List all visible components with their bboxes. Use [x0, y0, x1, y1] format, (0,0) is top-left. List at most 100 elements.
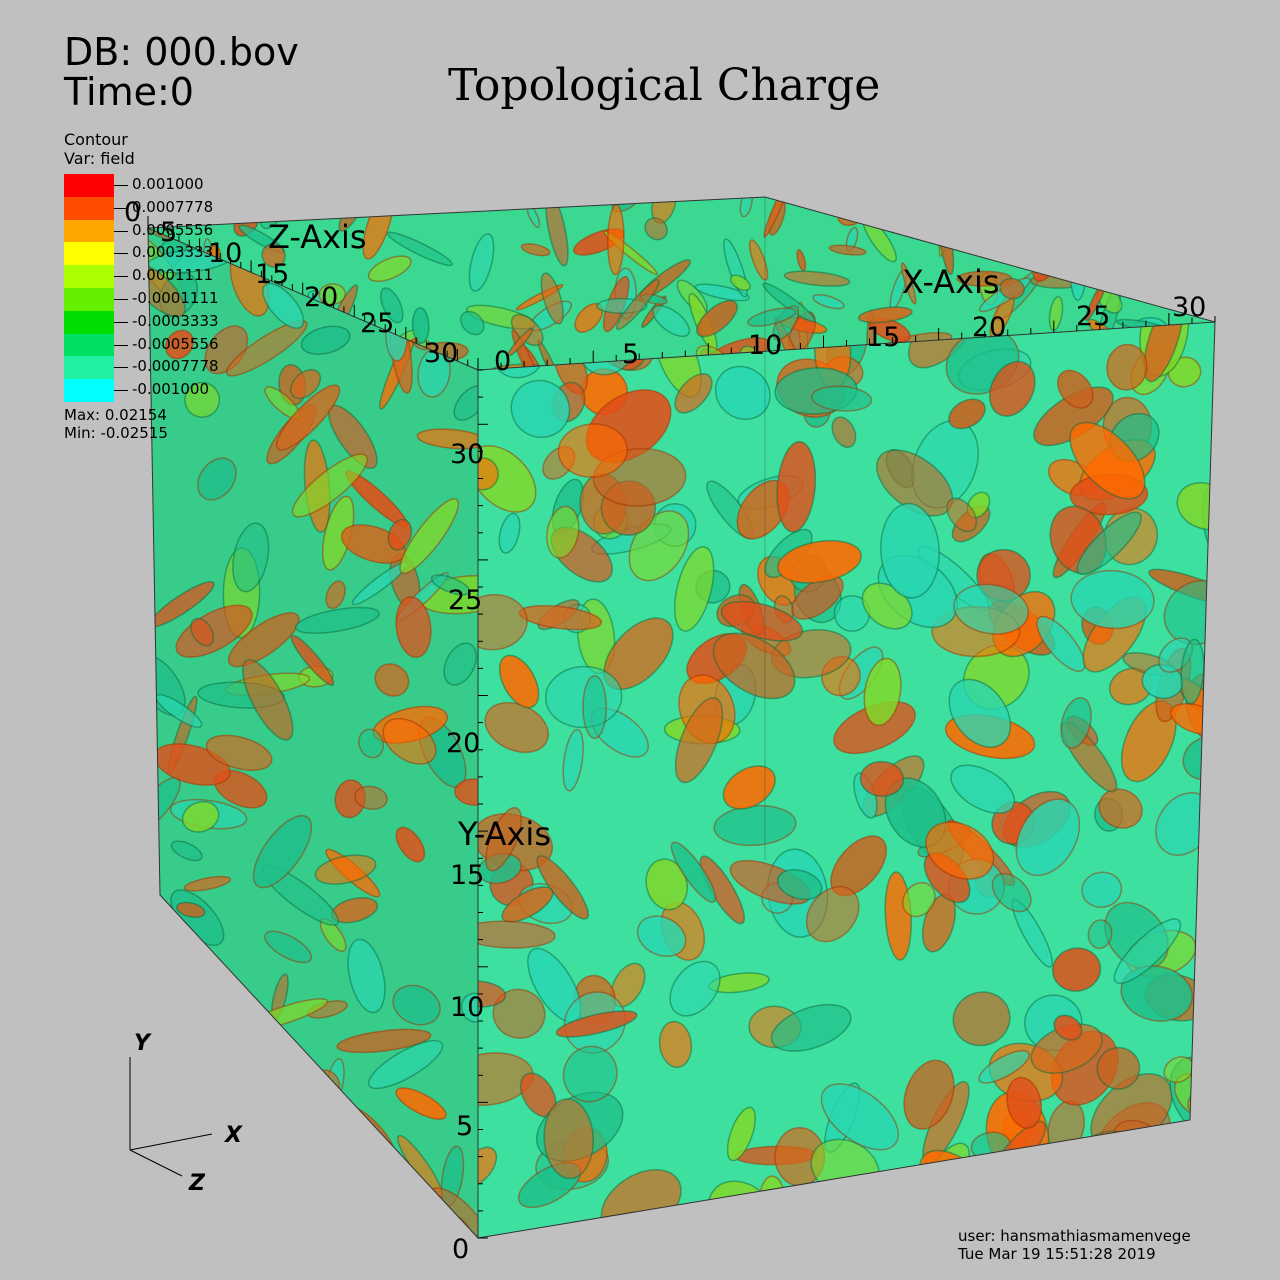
isosurface-blob: [946, 497, 978, 533]
user-info: user: hansmathiasmamenvege Tue Mar 19 15…: [958, 1227, 1191, 1263]
isosurface-blob: [540, 272, 564, 325]
isosurface-blob: [454, 778, 478, 806]
legend-level-value: -0.0003333: [132, 311, 219, 330]
legend-tick: [114, 185, 128, 186]
isosurface-blob: [247, 1139, 285, 1205]
isosurface-blob: [543, 1098, 595, 1180]
z-tick-25: 25: [360, 308, 394, 339]
isosurface-blob: [395, 596, 432, 658]
isosurface-blob: [952, 991, 1011, 1047]
isosurface-blob: [1143, 322, 1184, 383]
isosurface-blob: [946, 197, 1012, 213]
isosurface-blob: [149, 1011, 179, 1050]
isosurface-blob: [367, 1039, 444, 1090]
isosurface-blob: [289, 368, 322, 400]
isosurface-blob: [1107, 219, 1128, 261]
axis-tick-marks: [147, 216, 1216, 1239]
legend-max: Max: 0.02154: [64, 405, 167, 424]
isosurface-blob: [722, 765, 776, 810]
isosurface-blob: [303, 1199, 396, 1238]
isosurface-blob: [1117, 255, 1138, 272]
isosurface-blob: [998, 1155, 1060, 1211]
isosurface-blob: [314, 854, 377, 885]
legend-tick: [114, 230, 128, 232]
isosurface-blob: [347, 938, 386, 1014]
isosurface-blob: [450, 197, 474, 212]
legend-color-swatch: [64, 219, 114, 243]
isosurface-blob: [900, 197, 918, 222]
z-tick-10: 10: [208, 238, 242, 269]
isosurface-blob: [242, 659, 294, 741]
isosurface-blob: [358, 728, 385, 759]
isosurface-blob: [291, 453, 368, 518]
isosurface-blob: [536, 855, 589, 920]
isosurface-blob: [206, 1182, 301, 1210]
contour-surface-front: [478, 322, 1215, 1238]
isosurface-blob: [443, 642, 478, 686]
orientation-triad[interactable]: [129, 1057, 213, 1177]
legend-tick: [114, 276, 128, 278]
isosurface-blob: [770, 1003, 852, 1052]
triad-z-line: [129, 1149, 183, 1177]
isosurface-blob: [459, 310, 485, 336]
isosurface-blob: [274, 1080, 327, 1142]
isosurface-blob: [658, 1020, 693, 1069]
x-tick-15: 15: [866, 322, 900, 353]
isosurface-blob: [615, 278, 660, 331]
isosurface-blob: [1034, 1159, 1064, 1221]
isosurface-blob: [988, 360, 1036, 417]
isosurface-blob: [791, 574, 844, 620]
z-axis-tick-labels: 0 5 10 15 20 25 30: [124, 197, 458, 369]
isosurface-blob: [900, 262, 917, 305]
isosurface-blob: [225, 320, 308, 377]
x-tick-5: 5: [622, 339, 639, 370]
isosurface-blob: [644, 217, 668, 241]
isosurface-blob: [340, 197, 369, 202]
legend-min: Min: -0.02515: [64, 423, 168, 442]
isosurface-blob: [453, 385, 478, 421]
isosurface-blob: [492, 988, 546, 1039]
isosurface-blob: [386, 231, 454, 267]
y-tick-0: 0: [452, 1234, 469, 1265]
x-tick-30: 30: [1172, 292, 1206, 323]
isosurface-blob: [1070, 569, 1155, 630]
isosurface-blob: [217, 1147, 258, 1220]
user-name: user: hansmathiasmamenvege: [958, 1227, 1191, 1245]
isosurface-blob: [148, 262, 186, 318]
isosurface-blob: [863, 657, 902, 727]
x-tick-0: 0: [494, 346, 511, 377]
triad-y-label: Y: [134, 1031, 152, 1056]
legend-color-swatch: [64, 310, 114, 334]
isosurface-blob: [1030, 227, 1066, 246]
isosurface-blob: [520, 243, 551, 257]
legend-level-row: -0.0003333: [64, 310, 264, 334]
isosurface-blob: [468, 233, 495, 292]
y-axis-tick-labels: 0 5 10 15 20 25 30: [446, 439, 484, 1265]
isosurface-blob: [696, 299, 738, 338]
isosurface-blob: [652, 304, 691, 338]
isosurface-blob: [387, 518, 413, 551]
isosurface-blob: [1006, 1076, 1043, 1129]
isosurface-blob: [478, 593, 528, 651]
legend-variable: Var: field: [64, 149, 135, 168]
isosurface-blob: [264, 930, 313, 964]
isosurface-blob: [999, 277, 1025, 300]
legend-level-value: 0.0003333: [132, 243, 214, 262]
isosurface-blob: [318, 283, 347, 306]
legend-level-value: 0.0001111: [132, 266, 214, 285]
isosurface-blob: [150, 1091, 238, 1111]
isosurface-blob: [294, 606, 380, 635]
isosurface-blob: [1057, 369, 1094, 409]
legend-level-value: 0.001000: [132, 175, 204, 193]
database-info: DB: 000.bov Time:0: [64, 32, 299, 112]
isosurface-blob: [831, 416, 857, 448]
z-tick-15: 15: [255, 259, 289, 290]
legend-level-row: -0.0001111: [64, 287, 264, 311]
isosurface-blob: [1113, 918, 1182, 985]
isosurface-blob: [275, 384, 341, 451]
isosurface-blob: [783, 270, 851, 287]
legend-color-swatch: [64, 174, 114, 197]
legend-plot-type: Contour: [64, 130, 128, 149]
isosurface-blob: [148, 1087, 195, 1125]
